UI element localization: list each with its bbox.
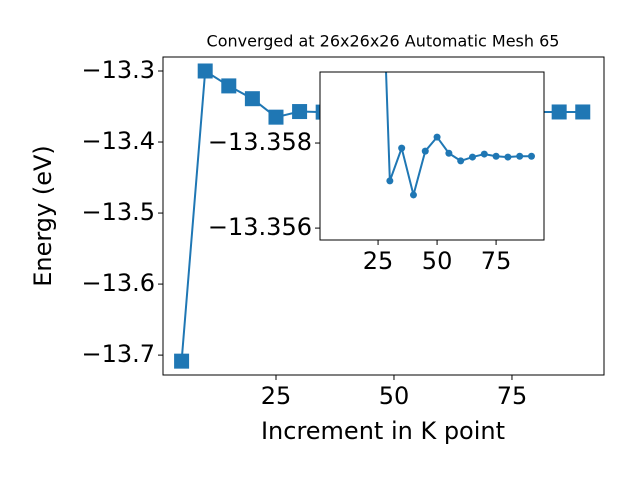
- marker: [174, 353, 190, 369]
- axes-frame: [162, 56, 605, 376]
- x-tick-label: 25: [261, 382, 292, 410]
- y-tick-label: −13.5: [81, 198, 155, 226]
- marker: [197, 63, 213, 79]
- plot-layer: [385, 72, 535, 199]
- marker: [292, 104, 308, 120]
- x-tick-label: 50: [422, 247, 453, 275]
- marker: [433, 133, 441, 141]
- marker: [504, 153, 512, 161]
- x-tick-label: 25: [363, 247, 394, 275]
- x-axis-label: Increment in K point: [261, 417, 505, 445]
- marker: [492, 152, 500, 160]
- marker: [551, 104, 567, 120]
- y-tick-label: −13.7: [81, 340, 155, 368]
- marker: [398, 144, 406, 152]
- y-tick-label: −13.6: [81, 269, 155, 297]
- x-tick-label: 75: [497, 382, 528, 410]
- marker: [244, 91, 260, 107]
- marker: [421, 147, 429, 155]
- marker: [386, 177, 394, 185]
- y-axis-label: Energy (eV): [29, 145, 57, 287]
- x-tick-label: 75: [481, 247, 512, 275]
- marker: [268, 109, 284, 125]
- y-tick-label: −13.358: [208, 128, 312, 156]
- chart-title: Converged at 26x26x26 Automatic Mesh 65: [207, 32, 560, 51]
- marker: [457, 157, 465, 165]
- marker: [480, 150, 488, 158]
- marker: [468, 153, 476, 161]
- marker: [221, 78, 237, 94]
- marker: [516, 152, 524, 160]
- y-tick-label: −13.356: [208, 213, 312, 241]
- marker: [409, 191, 417, 199]
- x-tick-label: 50: [379, 382, 410, 410]
- marker: [445, 149, 453, 157]
- y-tick-label: −13.4: [81, 127, 155, 155]
- marker: [527, 152, 535, 160]
- marker: [575, 104, 591, 120]
- axes-frame: [319, 71, 545, 241]
- y-tick-label: −13.3: [81, 56, 155, 84]
